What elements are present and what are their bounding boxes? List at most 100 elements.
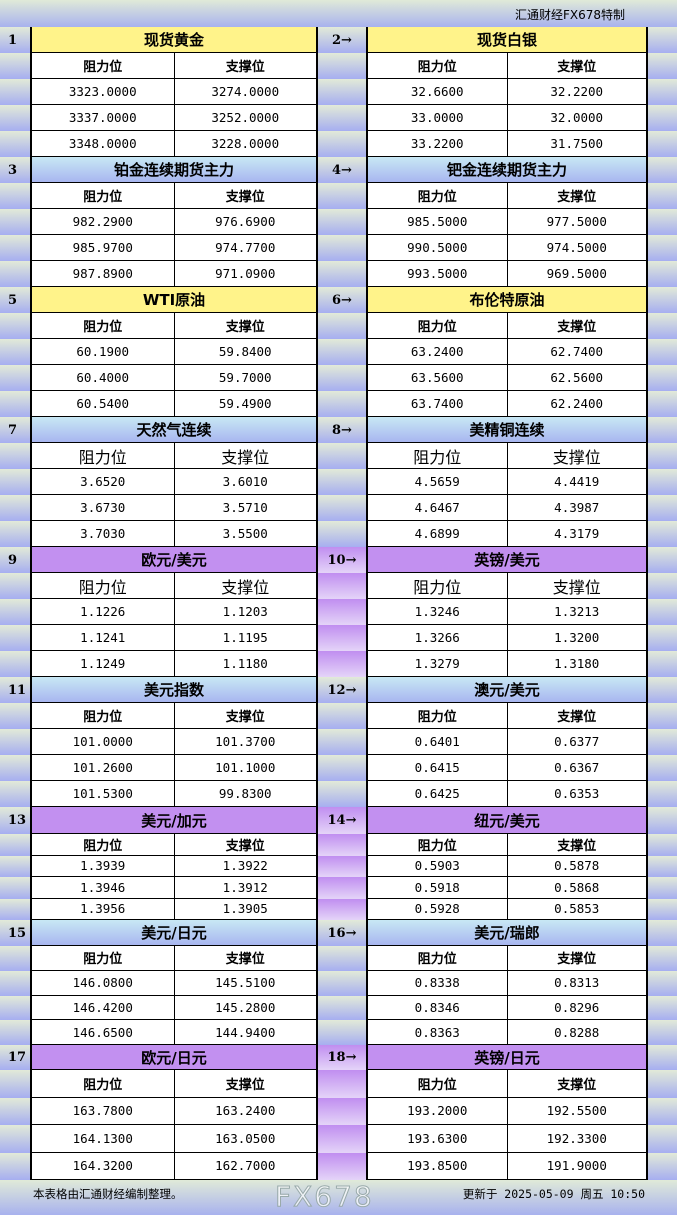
support-value: 101.1000 <box>173 755 316 781</box>
support-value: 1.3922 <box>173 855 316 877</box>
row-number <box>0 1125 30 1153</box>
right-gutter <box>648 677 677 703</box>
left-table-row: 1.1226 1.1203 <box>30 599 316 625</box>
right-table-row: 0.8363 0.8288 <box>368 1020 648 1045</box>
support-value: 976.6900 <box>173 209 316 235</box>
row-number: 15 <box>0 920 30 946</box>
row-number <box>316 131 368 157</box>
left-table-row: 3348.0000 3228.0000 <box>30 131 316 157</box>
instrument-pair-block: 7 天然气连续 8→ 美精铜连续 阻力位 支撑位 阻力位 支撑位 3.6520 3.6010 4.5… <box>0 417 677 547</box>
left-table-row: 3.7030 3.5500 <box>30 521 316 547</box>
right-table-row: 阻力位 支撑位 <box>368 834 648 856</box>
support-value: 977.5000 <box>506 209 646 235</box>
support-header: 支撑位 <box>173 1070 316 1098</box>
right-table-row: 美元/瑞郎 <box>368 920 648 946</box>
resistance-value: 101.5300 <box>32 781 174 807</box>
resistance-value: 3337.0000 <box>32 105 174 131</box>
row-number <box>316 599 368 625</box>
left-table-row: 146.4200 145.2800 <box>30 995 316 1021</box>
support-header: 支撑位 <box>506 703 646 729</box>
right-gutter <box>648 1097 677 1125</box>
resistance-header: 阻力位 <box>32 53 174 79</box>
row-number: 6→ <box>316 287 368 313</box>
instrument-title: 英镑/日元 <box>368 1045 646 1070</box>
right-table-row: 英镑/日元 <box>368 1045 648 1070</box>
row-number <box>316 79 368 105</box>
row-number <box>0 573 30 599</box>
support-value: 99.8300 <box>173 781 316 807</box>
row-number <box>0 339 30 365</box>
right-table-row: 33.2200 31.7500 <box>368 131 648 157</box>
resistance-header: 阻力位 <box>368 443 507 469</box>
row-number: 8→ <box>316 417 368 443</box>
right-table-row: 63.5600 62.5600 <box>368 365 648 391</box>
right-table-row: 澳元/美元 <box>368 677 648 703</box>
row-number: 10→ <box>316 547 368 573</box>
resistance-value: 4.6467 <box>368 495 507 521</box>
right-gutter <box>648 834 677 856</box>
resistance-header: 阻力位 <box>32 183 174 209</box>
instrument-title: 现货黄金 <box>32 27 316 53</box>
resistance-value: 1.3946 <box>32 877 174 899</box>
row-number <box>316 443 368 469</box>
support-header: 支撑位 <box>173 946 316 971</box>
instrument-pair-block: 3 铂金连续期货主力 4→ 钯金连续期货主力 阻力位 支撑位 阻力位 支撑位 982.2900 9… <box>0 157 677 287</box>
instrument-title: 澳元/美元 <box>368 677 646 703</box>
resistance-value: 4.6899 <box>368 521 507 547</box>
row-number <box>316 235 368 261</box>
support-value: 62.5600 <box>506 365 646 391</box>
right-gutter <box>648 855 677 877</box>
right-table-row: 阻力位 支撑位 <box>368 703 648 729</box>
row-number <box>0 235 30 261</box>
left-table-row: 101.0000 101.3700 <box>30 729 316 755</box>
right-table-row: 阻力位 支撑位 <box>368 183 648 209</box>
right-gutter <box>648 131 677 157</box>
resistance-value: 193.6300 <box>368 1125 507 1153</box>
right-gutter <box>648 521 677 547</box>
right-table-row: 英镑/美元 <box>368 547 648 573</box>
left-table-row: 3337.0000 3252.0000 <box>30 105 316 131</box>
right-gutter <box>648 183 677 209</box>
support-value: 0.5853 <box>506 898 646 920</box>
instrument-title: 欧元/日元 <box>32 1045 316 1070</box>
resistance-value: 60.5400 <box>32 391 174 417</box>
resistance-value: 0.6425 <box>368 781 507 807</box>
left-table-row: 1.3939 1.3922 <box>30 855 316 877</box>
left-table-row: 阻力位 支撑位 <box>30 573 316 599</box>
right-gutter <box>648 755 677 781</box>
left-table-row: 146.6500 144.9400 <box>30 1020 316 1045</box>
support-value: 974.5000 <box>506 235 646 261</box>
support-value: 59.8400 <box>173 339 316 365</box>
support-value: 163.2400 <box>173 1097 316 1125</box>
right-table-row: 现货白银 <box>368 27 648 53</box>
support-value: 1.1203 <box>173 599 316 625</box>
right-table-row: 布伦特原油 <box>368 287 648 313</box>
resistance-value: 0.6415 <box>368 755 507 781</box>
resistance-value: 0.8363 <box>368 1020 507 1045</box>
row-number: 17 <box>0 1045 30 1070</box>
row-number <box>0 209 30 235</box>
resistance-value: 164.1300 <box>32 1125 174 1153</box>
right-table-row: 63.2400 62.7400 <box>368 339 648 365</box>
right-table-row: 阻力位 支撑位 <box>368 573 648 599</box>
left-table-row: 现货黄金 <box>30 27 316 53</box>
left-table-row: 164.3200 162.7000 <box>30 1152 316 1180</box>
right-table-row: 993.5000 969.5000 <box>368 261 648 287</box>
left-table-row: WTI原油 <box>30 287 316 313</box>
right-table-row: 0.5903 0.5878 <box>368 855 648 877</box>
resistance-value: 0.5928 <box>368 898 507 920</box>
support-value: 971.0900 <box>173 261 316 287</box>
resistance-value: 1.3246 <box>368 599 507 625</box>
support-value: 192.5500 <box>506 1097 646 1125</box>
right-table-row: 纽元/美元 <box>368 807 648 834</box>
resistance-value: 987.8900 <box>32 261 174 287</box>
left-table-row: 60.1900 59.8400 <box>30 339 316 365</box>
row-number <box>0 261 30 287</box>
resistance-value: 63.2400 <box>368 339 507 365</box>
right-gutter <box>648 365 677 391</box>
left-table-row: 阻力位 支撑位 <box>30 183 316 209</box>
right-table-row: 0.6415 0.6367 <box>368 755 648 781</box>
left-table-row: 101.2600 101.1000 <box>30 755 316 781</box>
instrument-title: 美元指数 <box>32 677 316 703</box>
right-gutter <box>648 157 677 183</box>
